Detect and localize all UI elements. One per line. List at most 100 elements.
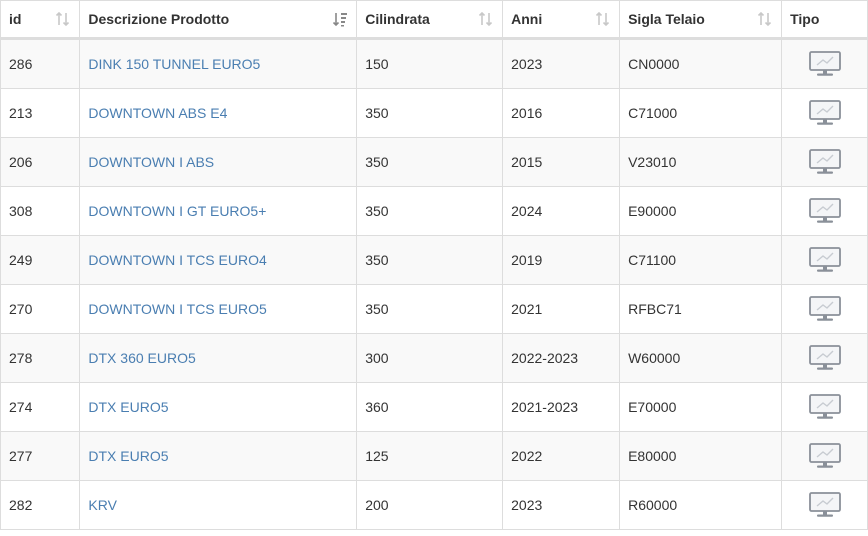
cell-tipo: [781, 431, 868, 481]
product-link[interactable]: DTX EURO5: [88, 399, 169, 415]
monitor-icon[interactable]: [808, 246, 842, 274]
column-header-anni-label: Anni: [511, 11, 543, 27]
cell-descrizione: DOWNTOWN I ABS: [79, 137, 358, 187]
cell-sigla: E90000: [619, 186, 783, 236]
cell-tipo: [781, 235, 868, 285]
product-link[interactable]: DOWNTOWN I TCS EURO4: [88, 252, 267, 268]
cell-descrizione: DTX EURO5: [79, 431, 358, 481]
cell-descrizione: DOWNTOWN ABS E4: [79, 88, 358, 138]
table-row: 274 DTX EURO5 360 2021-2023 E70000: [0, 382, 868, 432]
monitor-icon[interactable]: [808, 393, 842, 421]
cell-tipo: [781, 88, 868, 138]
cell-id: 308: [0, 186, 81, 236]
sort-alpha-down-icon: [333, 13, 348, 27]
cell-cilindrata: 350: [356, 186, 504, 236]
cell-anni: 2023: [502, 480, 621, 530]
cell-cilindrata: 125: [356, 431, 504, 481]
cell-descrizione: DOWNTOWN I GT EURO5+: [79, 186, 358, 236]
cell-anni: 2021-2023: [502, 382, 621, 432]
column-header-tipo: Tipo: [781, 0, 868, 40]
cell-cilindrata: 200: [356, 480, 504, 530]
monitor-icon[interactable]: [808, 50, 842, 78]
cell-id: 282: [0, 480, 81, 530]
column-header-id[interactable]: id: [0, 0, 81, 40]
column-header-cilindrata[interactable]: Cilindrata: [356, 0, 504, 40]
cell-cilindrata: 350: [356, 284, 504, 334]
cell-cilindrata: 360: [356, 382, 504, 432]
product-link[interactable]: DOWNTOWN ABS E4: [88, 105, 228, 121]
cell-sigla: CN0000: [619, 38, 783, 89]
product-link[interactable]: KRV: [88, 497, 117, 513]
cell-sigla: C71100: [619, 235, 783, 285]
cell-sigla: E80000: [619, 431, 783, 481]
cell-sigla: RFBC71: [619, 284, 783, 334]
monitor-icon[interactable]: [808, 148, 842, 176]
monitor-icon[interactable]: [808, 344, 842, 372]
sort-arrows-icon: [479, 11, 493, 27]
table-row: 213 DOWNTOWN ABS E4 350 2016 C71000: [0, 88, 868, 138]
table-row: 308 DOWNTOWN I GT EURO5+ 350 2024 E90000: [0, 186, 868, 236]
cell-descrizione: DTX 360 EURO5: [79, 333, 358, 383]
cell-id: 278: [0, 333, 81, 383]
cell-cilindrata: 350: [356, 137, 504, 187]
monitor-icon[interactable]: [808, 99, 842, 127]
cell-sigla: C71000: [619, 88, 783, 138]
cell-tipo: [781, 186, 868, 236]
table-row: 249 DOWNTOWN I TCS EURO4 350 2019 C71100: [0, 235, 868, 285]
cell-anni: 2022: [502, 431, 621, 481]
product-link[interactable]: DOWNTOWN I GT EURO5+: [88, 203, 267, 219]
cell-sigla: W60000: [619, 333, 783, 383]
product-link[interactable]: DINK 150 TUNNEL EURO5: [88, 56, 261, 72]
table-row: 278 DTX 360 EURO5 300 2022-2023 W60000: [0, 333, 868, 383]
column-header-descrizione[interactable]: Descrizione Prodotto: [79, 0, 358, 40]
cell-anni: 2016: [502, 88, 621, 138]
cell-id: 286: [0, 38, 81, 89]
header-row: id Descrizione Prodotto Cilindrata: [0, 0, 868, 40]
cell-tipo: [781, 382, 868, 432]
cell-tipo: [781, 284, 868, 334]
cell-anni: 2019: [502, 235, 621, 285]
table-row: 277 DTX EURO5 125 2022 E80000: [0, 431, 868, 481]
column-header-descrizione-label: Descrizione Prodotto: [88, 11, 230, 27]
monitor-icon[interactable]: [808, 197, 842, 225]
column-header-anni[interactable]: Anni: [502, 0, 621, 40]
sort-arrows-icon: [596, 11, 610, 27]
cell-tipo: [781, 137, 868, 187]
cell-cilindrata: 350: [356, 235, 504, 285]
cell-id: 277: [0, 431, 81, 481]
table-row: 286 DINK 150 TUNNEL EURO5 150 2023 CN0000: [0, 38, 868, 89]
cell-id: 206: [0, 137, 81, 187]
column-header-sigla[interactable]: Sigla Telaio: [619, 0, 783, 40]
column-header-id-label: id: [9, 11, 22, 27]
column-header-sigla-label: Sigla Telaio: [628, 11, 705, 27]
cell-id: 270: [0, 284, 81, 334]
cell-tipo: [781, 333, 868, 383]
cell-cilindrata: 300: [356, 333, 504, 383]
cell-sigla: V23010: [619, 137, 783, 187]
cell-cilindrata: 350: [356, 88, 504, 138]
cell-sigla: R60000: [619, 480, 783, 530]
table-row: 282 KRV 200 2023 R60000: [0, 480, 868, 530]
cell-descrizione: DOWNTOWN I TCS EURO4: [79, 235, 358, 285]
cell-id: 274: [0, 382, 81, 432]
sort-arrows-icon: [758, 11, 772, 27]
monitor-icon[interactable]: [808, 442, 842, 470]
product-link[interactable]: DTX EURO5: [88, 448, 169, 464]
product-link[interactable]: DOWNTOWN I TCS EURO5: [88, 301, 267, 317]
cell-tipo: [781, 480, 868, 530]
cell-sigla: E70000: [619, 382, 783, 432]
cell-anni: 2024: [502, 186, 621, 236]
product-link[interactable]: DOWNTOWN I ABS: [88, 154, 215, 170]
product-link[interactable]: DTX 360 EURO5: [88, 350, 196, 366]
cell-cilindrata: 150: [356, 38, 504, 89]
cell-descrizione: KRV: [79, 480, 358, 530]
monitor-icon[interactable]: [808, 295, 842, 323]
column-header-cilindrata-label: Cilindrata: [365, 11, 430, 27]
table-row: 270 DOWNTOWN I TCS EURO5 350 2021 RFBC71: [0, 284, 868, 334]
sort-arrows-icon: [56, 11, 70, 27]
cell-descrizione: DOWNTOWN I TCS EURO5: [79, 284, 358, 334]
table-body: 286 DINK 150 TUNNEL EURO5 150 2023 CN0000 213…: [0, 38, 868, 530]
monitor-icon[interactable]: [808, 491, 842, 519]
table-row: 206 DOWNTOWN I ABS 350 2015 V23010: [0, 137, 868, 187]
